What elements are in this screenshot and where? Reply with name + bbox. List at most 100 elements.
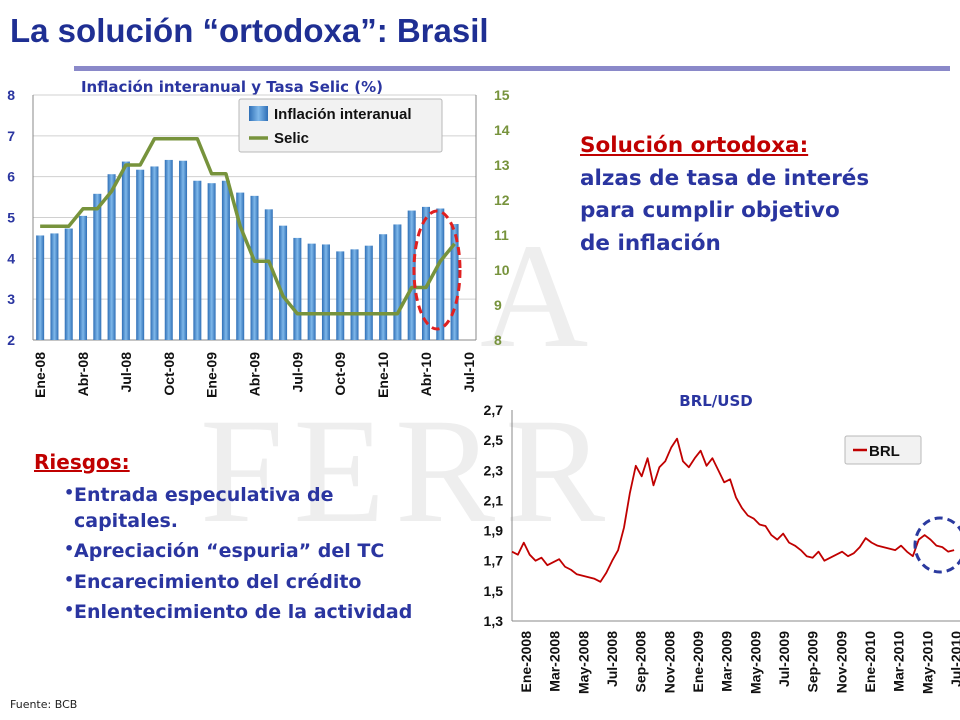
x-tick-label: Sep-2008 <box>633 631 649 693</box>
inflation-bar <box>50 233 59 340</box>
inflation-bar <box>336 251 345 340</box>
inflation-bar <box>250 195 259 340</box>
inflation-bar <box>136 169 145 340</box>
legend-box <box>844 435 922 465</box>
x-tick-label: Ene-2009 <box>690 631 706 693</box>
selic-line <box>40 137 456 316</box>
x-tick-label: Ene-08 <box>32 352 48 398</box>
y-tick-label: 1,3 <box>484 613 504 629</box>
inflation-bar <box>350 249 359 340</box>
y-tick-label: 2,3 <box>484 462 504 478</box>
y-left-tick-label: 3 <box>7 291 15 307</box>
inflation-bar <box>164 159 173 340</box>
inflation-bar <box>236 192 245 340</box>
risk-item: Enlentecimiento de la actividad <box>64 599 444 625</box>
inflation-bar <box>436 208 445 340</box>
y-tick-label: 1,7 <box>484 553 504 569</box>
risk-item: Encarecimiento del crédito <box>64 569 444 595</box>
page-title: La solución “ortodoxa”: Brasil <box>10 12 489 49</box>
y-tick-label: 2,7 <box>484 402 504 418</box>
x-tick-label: Oct-08 <box>161 352 177 396</box>
risk-item: Entrada especulativa de capitales. <box>64 482 444 534</box>
title-divider <box>74 66 950 71</box>
x-tick-label: Mar-2009 <box>719 631 735 692</box>
inflation-bar <box>321 244 330 340</box>
x-tick-label: Oct-09 <box>332 352 348 396</box>
callout-line: para cumplir objetivo <box>580 198 840 224</box>
x-tick-label: Abr-09 <box>247 352 263 397</box>
risks-title: Riesgos: <box>34 450 130 474</box>
legend: Inflación interanual Selic <box>238 98 443 153</box>
x-tick-label: Jul-09 <box>289 352 305 393</box>
x-tick-label: Jul-08 <box>118 352 134 393</box>
y-tick-label: 2,5 <box>484 432 504 448</box>
inflation-bar <box>364 245 373 340</box>
inflation-bar <box>207 183 216 340</box>
y-right-tick-label: 12 <box>494 192 510 208</box>
x-tick-label: Abr-10 <box>418 352 434 397</box>
inflation-bar <box>121 161 130 340</box>
y-tick-label: 1,5 <box>484 583 504 599</box>
callout-box: Solución ortodoxa: alzas de tasa de inte… <box>580 130 910 261</box>
highlight-circle-blue <box>913 516 960 574</box>
x-tick-label: Nov-2008 <box>661 631 677 693</box>
y-left-tick-label: 2 <box>7 332 15 348</box>
y-left-tick-label: 6 <box>7 169 15 185</box>
x-tick-label: Ene-2008 <box>518 631 534 693</box>
inflation-bar <box>107 174 116 340</box>
legend-box <box>238 98 443 153</box>
inflation-bar <box>179 160 188 340</box>
legend-label: Selic <box>274 130 309 147</box>
inflation-bar <box>421 206 430 340</box>
x-tick-label: May-2008 <box>575 631 591 694</box>
risks-section: Riesgos: Entrada especulativa de capital… <box>34 450 444 629</box>
inflation-bar <box>279 225 288 340</box>
chart-title: BRL/USD <box>679 392 752 410</box>
inflation-bar <box>293 237 302 340</box>
y-right-tick-label: 8 <box>494 332 502 348</box>
y-left-tick-label: 4 <box>7 250 15 266</box>
x-tick-label: May-2010 <box>919 631 935 694</box>
inflation-bar <box>450 224 459 340</box>
legend-swatch-bar <box>249 106 268 121</box>
callout-line: de inflación <box>580 231 721 257</box>
inflation-bar <box>379 234 388 340</box>
inflation-bar <box>264 209 273 340</box>
inflation-bar <box>150 166 159 340</box>
x-tick-label: Ene-2010 <box>862 631 878 693</box>
x-tick-label: Jul-10 <box>461 352 477 393</box>
inflation-bar <box>221 180 230 340</box>
x-tick-label: Sep-2009 <box>805 631 821 693</box>
inflation-bar <box>36 235 45 340</box>
x-tick-label: Abr-08 <box>75 352 91 397</box>
x-tick-label: Jul-2009 <box>776 631 792 687</box>
x-tick-label: Mar-2010 <box>891 631 907 692</box>
x-tick-label: Nov-2009 <box>833 631 849 693</box>
x-tick-label: Jul-2010 <box>948 631 960 687</box>
y-right-tick-label: 9 <box>494 297 502 313</box>
y-left-tick-label: 7 <box>7 128 15 144</box>
y-right-tick-label: 10 <box>494 262 510 278</box>
x-tick-label: Ene-10 <box>375 352 391 398</box>
inflation-bar <box>93 193 102 340</box>
x-tick-label: Ene-09 <box>204 352 220 398</box>
brl-line <box>511 437 955 583</box>
x-tick-label: Mar-2008 <box>547 631 563 692</box>
y-tick-label: 1,9 <box>484 523 504 539</box>
legend-label: BRL <box>869 443 900 460</box>
legend-label: Inflación interanual <box>274 106 412 123</box>
inflation-bar <box>64 228 73 340</box>
callout-title: Solución ortodoxa: <box>580 133 809 158</box>
y-right-tick-label: 11 <box>494 227 509 243</box>
highlight-circle-red <box>412 209 462 331</box>
callout-line: alzas de tasa de interés <box>580 165 870 191</box>
y-tick-label: 2,1 <box>484 492 504 508</box>
source-note: Fuente: BCB <box>10 698 78 711</box>
inflation-bar <box>307 243 316 340</box>
y-right-tick-label: 13 <box>494 157 510 173</box>
x-tick-label: Jul-2008 <box>604 631 620 687</box>
x-tick-label: May-2009 <box>747 631 763 694</box>
y-right-tick-label: 14 <box>494 122 510 138</box>
